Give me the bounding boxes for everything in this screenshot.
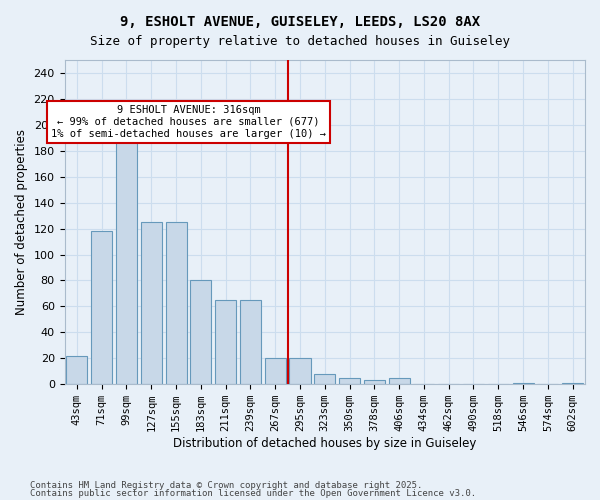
Text: Size of property relative to detached houses in Guiseley: Size of property relative to detached ho… xyxy=(90,35,510,48)
X-axis label: Distribution of detached houses by size in Guiseley: Distribution of detached houses by size … xyxy=(173,437,476,450)
Bar xyxy=(289,358,311,384)
Bar xyxy=(339,378,360,384)
Bar xyxy=(67,356,88,384)
Bar xyxy=(389,378,410,384)
Bar xyxy=(240,300,261,384)
Bar xyxy=(116,125,137,384)
Y-axis label: Number of detached properties: Number of detached properties xyxy=(15,129,28,315)
Bar xyxy=(364,380,385,384)
Bar xyxy=(562,383,583,384)
Bar xyxy=(215,300,236,384)
Text: 9 ESHOLT AVENUE: 316sqm
← 99% of detached houses are smaller (677)
1% of semi-de: 9 ESHOLT AVENUE: 316sqm ← 99% of detache… xyxy=(51,106,326,138)
Bar xyxy=(265,358,286,384)
Bar xyxy=(141,222,162,384)
Text: Contains public sector information licensed under the Open Government Licence v3: Contains public sector information licen… xyxy=(30,488,476,498)
Text: 9, ESHOLT AVENUE, GUISELEY, LEEDS, LS20 8AX: 9, ESHOLT AVENUE, GUISELEY, LEEDS, LS20 … xyxy=(120,15,480,29)
Bar xyxy=(314,374,335,384)
Bar xyxy=(166,222,187,384)
Text: Contains HM Land Registry data © Crown copyright and database right 2025.: Contains HM Land Registry data © Crown c… xyxy=(30,481,422,490)
Bar xyxy=(512,383,533,384)
Bar xyxy=(91,231,112,384)
Bar xyxy=(190,280,211,384)
